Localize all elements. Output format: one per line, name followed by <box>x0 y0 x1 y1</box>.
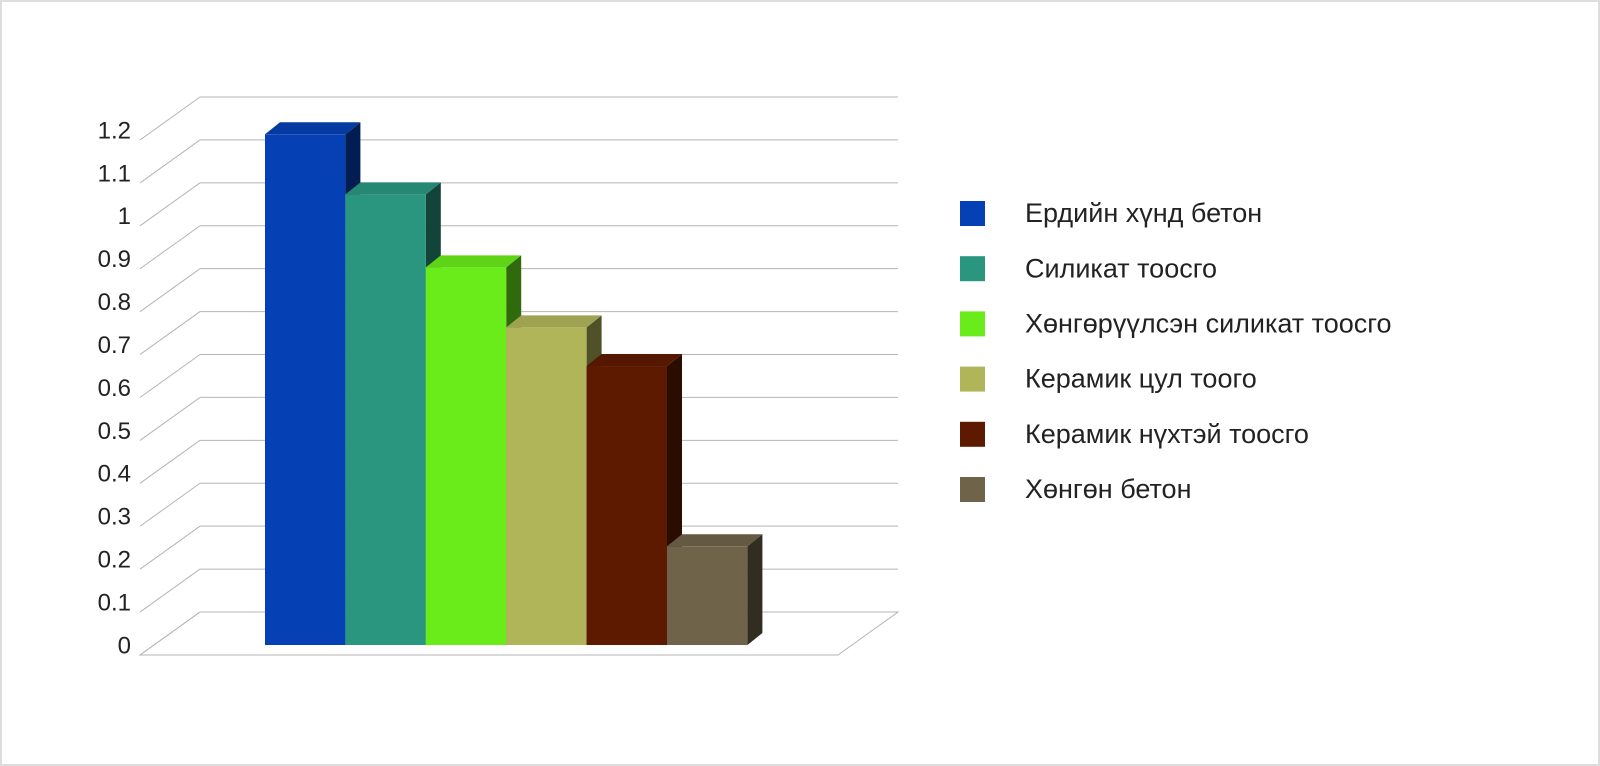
bar-top <box>345 182 441 195</box>
bar <box>345 194 426 645</box>
legend-label: Ердийн хүнд бетон <box>1025 198 1262 228</box>
grid-line <box>139 482 201 527</box>
bar-top <box>586 354 682 367</box>
bar <box>586 366 667 645</box>
bar <box>667 546 748 645</box>
grid-line <box>139 525 201 570</box>
grid-line <box>139 354 201 398</box>
legend-swatch <box>960 421 985 447</box>
y-tick-label: 0 <box>118 632 131 659</box>
y-tick-label: 0.1 <box>98 589 131 616</box>
y-tick-label: 1 <box>118 203 131 230</box>
y-tick-label: 0.5 <box>98 418 131 445</box>
bar <box>265 134 346 645</box>
bar-top <box>506 315 602 328</box>
grid-line <box>139 96 201 141</box>
legend-label: Хөнгөрүүлсэн силикат тоосго <box>1025 309 1392 339</box>
legend-label: Хөнгөн бетон <box>1025 474 1191 504</box>
legend-label: Керамик цул тоого <box>1025 364 1257 394</box>
bar-top <box>667 534 763 547</box>
legend-swatch <box>960 256 985 282</box>
legend-label: Керамик нүхтэй тоосго <box>1025 419 1309 449</box>
grid-line <box>139 139 201 184</box>
grid-line <box>139 225 201 270</box>
grid-line <box>139 268 201 313</box>
grid-line <box>139 439 201 484</box>
y-tick-label: 1.2 <box>98 117 131 144</box>
y-tick-label: 0.4 <box>98 461 131 488</box>
grid-line <box>139 611 201 656</box>
bar-top <box>425 255 522 268</box>
bar <box>425 267 507 645</box>
bar-top <box>265 122 361 135</box>
bar <box>506 327 587 645</box>
grid-line <box>139 568 201 613</box>
y-tick-label: 0.8 <box>98 289 131 316</box>
y-tick-label: 0.3 <box>98 504 131 531</box>
grid-line <box>139 397 201 441</box>
legend-label: Силикат тоосго <box>1025 253 1217 283</box>
legend-swatch <box>960 477 985 502</box>
legend-swatch <box>960 311 985 337</box>
y-tick-label: 0.9 <box>98 246 131 273</box>
grid-line <box>139 311 201 355</box>
legend-swatch <box>960 201 985 226</box>
y-tick-label: 0.6 <box>98 375 131 402</box>
bar-side <box>747 534 763 645</box>
y-tick-label: 1.1 <box>98 160 131 187</box>
y-tick-label: 0.2 <box>98 547 131 574</box>
grid-line <box>139 182 201 227</box>
y-tick-label: 0.7 <box>98 332 131 359</box>
legend-swatch <box>960 366 985 392</box>
